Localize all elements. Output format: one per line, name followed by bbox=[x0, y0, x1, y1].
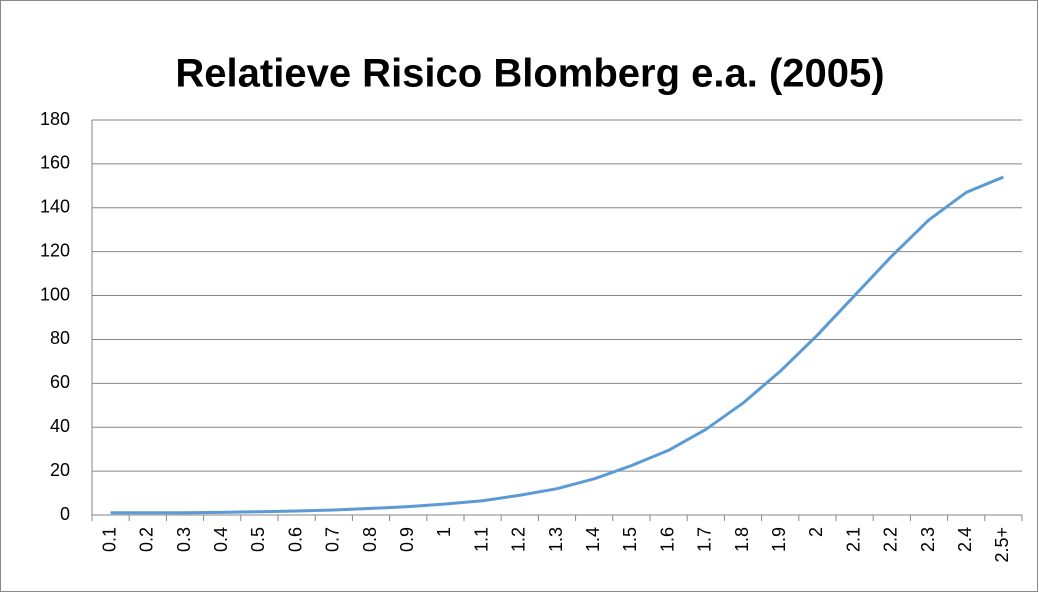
y-tick-label: 140 bbox=[40, 197, 70, 217]
x-tick-label: 1.4 bbox=[583, 527, 603, 552]
x-tick-label: 2.3 bbox=[918, 527, 938, 552]
y-tick-label: 0 bbox=[60, 504, 70, 524]
x-tick-label: 1.1 bbox=[471, 527, 491, 552]
x-tick-label: 0.8 bbox=[360, 527, 380, 552]
x-tick-label: 1.5 bbox=[620, 527, 640, 552]
x-tick-label: 0.6 bbox=[285, 527, 305, 552]
x-tick-label: 1.6 bbox=[657, 527, 677, 552]
x-tick-label: 1.9 bbox=[769, 527, 789, 552]
y-tick-label: 40 bbox=[50, 416, 70, 436]
x-tick-label: 0.1 bbox=[99, 527, 119, 552]
data-line bbox=[110, 175, 1004, 515]
x-tick-label: 0.2 bbox=[137, 527, 157, 552]
x-tick-label: 0.5 bbox=[248, 527, 268, 552]
x-tick-label: 2 bbox=[806, 527, 826, 537]
x-tick-label: 2.1 bbox=[843, 527, 863, 552]
y-tick-label: 100 bbox=[40, 284, 70, 304]
x-tick-label: 1.3 bbox=[546, 527, 566, 552]
y-tick-label: 180 bbox=[40, 109, 70, 129]
x-tick-label: 1.7 bbox=[695, 527, 715, 552]
x-tick-label: 0.3 bbox=[174, 527, 194, 552]
x-tick-label: 0.4 bbox=[211, 527, 231, 552]
y-tick-label: 120 bbox=[40, 240, 70, 260]
y-tick-label: 60 bbox=[50, 372, 70, 392]
x-tick-label: 2.2 bbox=[881, 527, 901, 552]
x-tick-label: 1.8 bbox=[732, 527, 752, 552]
chart-title: Relatieve Risico Blomberg e.a. (2005) bbox=[175, 52, 884, 96]
y-tick-label: 80 bbox=[50, 328, 70, 348]
y-tick-label: 160 bbox=[40, 153, 70, 173]
x-tick-label: 2.5+ bbox=[992, 527, 1012, 563]
x-tick-label: 0.9 bbox=[397, 527, 417, 552]
y-tick-label: 20 bbox=[50, 460, 70, 480]
x-tick-label: 0.7 bbox=[323, 527, 343, 552]
x-tick-label: 2.4 bbox=[955, 527, 975, 552]
x-tick-label: 1 bbox=[434, 527, 454, 537]
x-tick-label: 1.2 bbox=[509, 527, 529, 552]
